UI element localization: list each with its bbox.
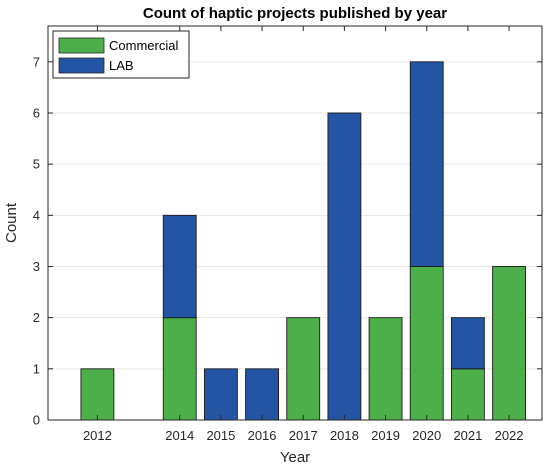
x-tick-label-2018: 2018 bbox=[330, 428, 359, 443]
x-tick-label-2021: 2021 bbox=[453, 428, 482, 443]
y-axis-label: Count bbox=[3, 202, 20, 243]
legend-swatch-commercial bbox=[58, 37, 105, 54]
legend: Commercial LAB bbox=[52, 30, 190, 79]
bars bbox=[80, 61, 526, 421]
bar-lab-2018 bbox=[327, 112, 362, 421]
bar-commercial-2020 bbox=[409, 266, 444, 421]
legend-swatch-lab bbox=[58, 57, 105, 74]
bar-commercial-2014 bbox=[162, 317, 197, 421]
x-tick-label-2020: 2020 bbox=[412, 428, 441, 443]
bar-commercial-2019 bbox=[368, 317, 403, 421]
legend-label-commercial: Commercial bbox=[109, 38, 178, 53]
y-tick-label-1: 1 bbox=[33, 361, 40, 376]
x-tick-label-2014: 2014 bbox=[165, 428, 194, 443]
y-tick-label-6: 6 bbox=[33, 105, 40, 120]
y-tick-label-3: 3 bbox=[33, 259, 40, 274]
x-tick-label-2022: 2022 bbox=[495, 428, 524, 443]
y-tick-label-0: 0 bbox=[33, 413, 40, 428]
x-axis-ticks: 2012 2014 2015 2016 2017 2018 2019 2020 2021 2022 bbox=[83, 26, 524, 443]
x-axis-label: Year bbox=[280, 449, 310, 466]
bar-lab-2021 bbox=[450, 317, 485, 370]
bar-lab-2014 bbox=[162, 214, 197, 319]
bar-commercial-2017 bbox=[286, 317, 321, 421]
x-tick-label-2019: 2019 bbox=[371, 428, 400, 443]
chart-title: Count of haptic projects published by ye… bbox=[143, 5, 447, 22]
y-tick-label-7: 7 bbox=[33, 54, 40, 69]
bar-lab-2020 bbox=[409, 61, 444, 267]
y-tick-label-5: 5 bbox=[33, 157, 40, 172]
y-axis-ticks: 0 1 2 3 4 5 6 7 bbox=[33, 54, 542, 428]
bar-lab-2015 bbox=[203, 368, 238, 421]
bar-lab-2016 bbox=[245, 368, 279, 421]
y-tick-label-4: 4 bbox=[33, 208, 40, 223]
x-tick-label-2016: 2016 bbox=[248, 428, 277, 443]
x-tick-label-2017: 2017 bbox=[289, 428, 318, 443]
plot-frame bbox=[47, 25, 543, 421]
x-tick-label-2012: 2012 bbox=[83, 428, 112, 443]
legend-label-lab: LAB bbox=[109, 58, 134, 73]
x-tick-label-2015: 2015 bbox=[206, 428, 235, 443]
bar-commercial-2012 bbox=[80, 368, 115, 421]
y-tick-label-2: 2 bbox=[33, 310, 40, 325]
bar-commercial-2022 bbox=[492, 266, 526, 421]
bar-commercial-2021 bbox=[450, 368, 485, 421]
